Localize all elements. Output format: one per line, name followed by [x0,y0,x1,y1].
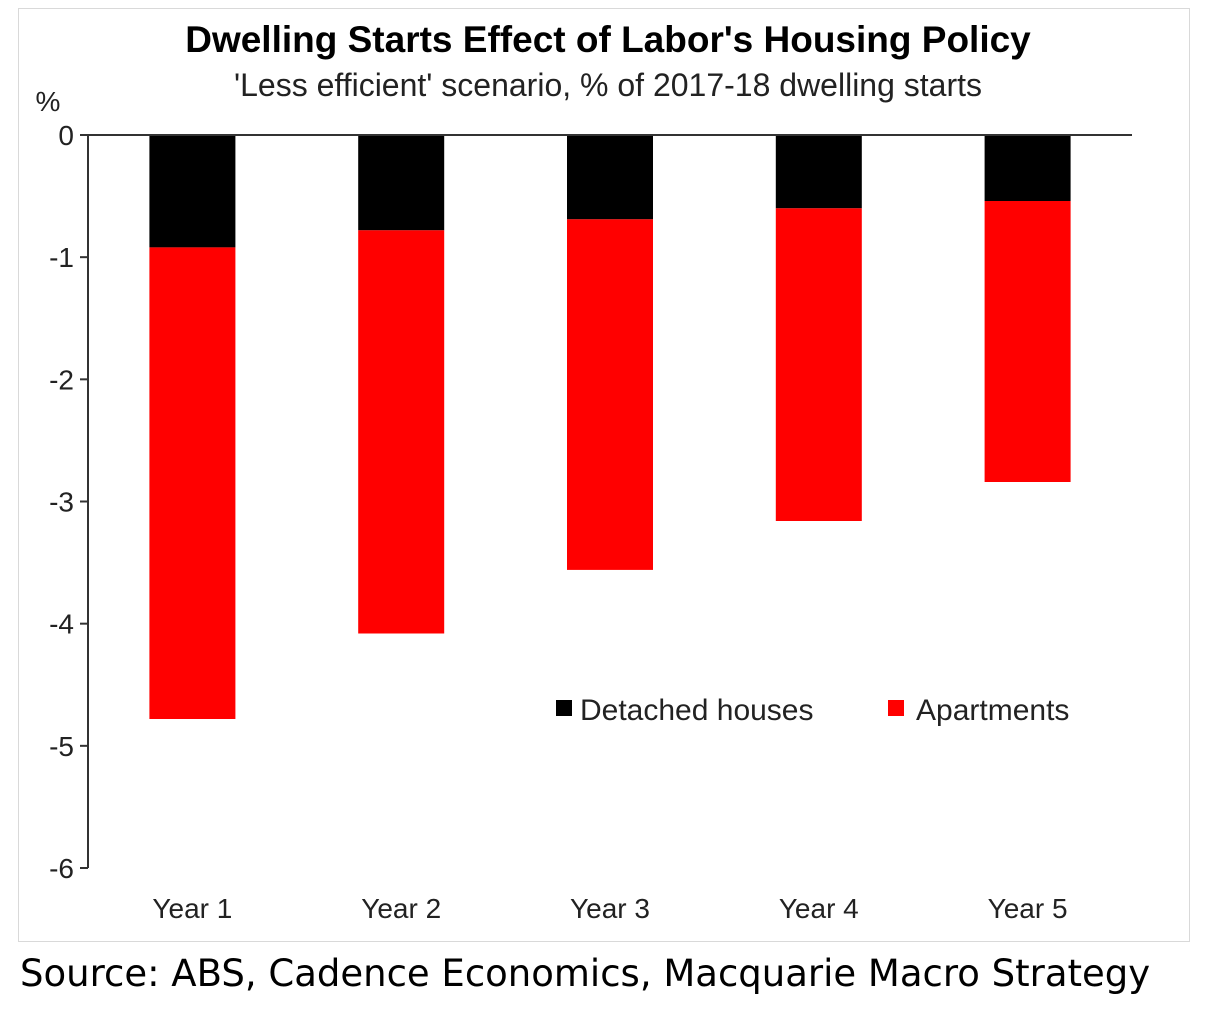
y-tick-label: 0 [58,120,74,151]
y-tick-label: -2 [49,364,74,395]
bars-layer [149,135,1071,719]
y-tick-label: -6 [49,853,74,884]
bar-apartments-1 [149,247,236,719]
bar-detached-houses-5 [984,135,1071,201]
y-tick-label: -3 [49,487,74,518]
x-tick-label: Year 1 [152,893,232,924]
bar-apartments-4 [775,208,862,522]
bar-detached-houses-1 [149,135,236,248]
y-tick-label: -4 [49,609,74,640]
source-note: Source: ABS, Cadence Economics, Macquari… [20,952,1151,995]
bar-detached-houses-3 [567,135,653,220]
bar-detached-houses-4 [775,135,862,209]
chart-subtitle: 'Less efficient' scenario, % of 2017-18 … [234,67,982,103]
legend-swatch-detached-houses [556,700,572,716]
x-tick-label: Year 3 [570,893,650,924]
y-tick-label: -5 [49,731,74,762]
legend-swatch-apartments [888,700,904,716]
bar-apartments-5 [984,201,1071,482]
bar-detached-houses-2 [358,135,445,231]
bar-apartments-3 [567,219,653,570]
axis-layer: 0 -1 -2 -3 -4 -5 -6 Year 1 Year 2 Year 3 Year 4 Yea… [49,120,1132,924]
bar-apartments-2 [358,230,445,634]
y-tick-label: -1 [49,242,74,273]
legend-label-apartments: Apartments [916,694,1069,727]
legend-label-detached-houses: Detached houses [580,694,814,727]
legend: Detached houses Apartments [556,694,1069,727]
chart-title: Dwelling Starts Effect of Labor's Housin… [185,19,1031,60]
x-tick-label: Year 5 [988,893,1068,924]
x-tick-label: Year 2 [361,893,441,924]
stacked-bar-chart: Dwelling Starts Effect of Labor's Housin… [36,19,1132,924]
y-axis-unit-label: % [36,86,61,117]
x-tick-label: Year 4 [779,893,859,924]
